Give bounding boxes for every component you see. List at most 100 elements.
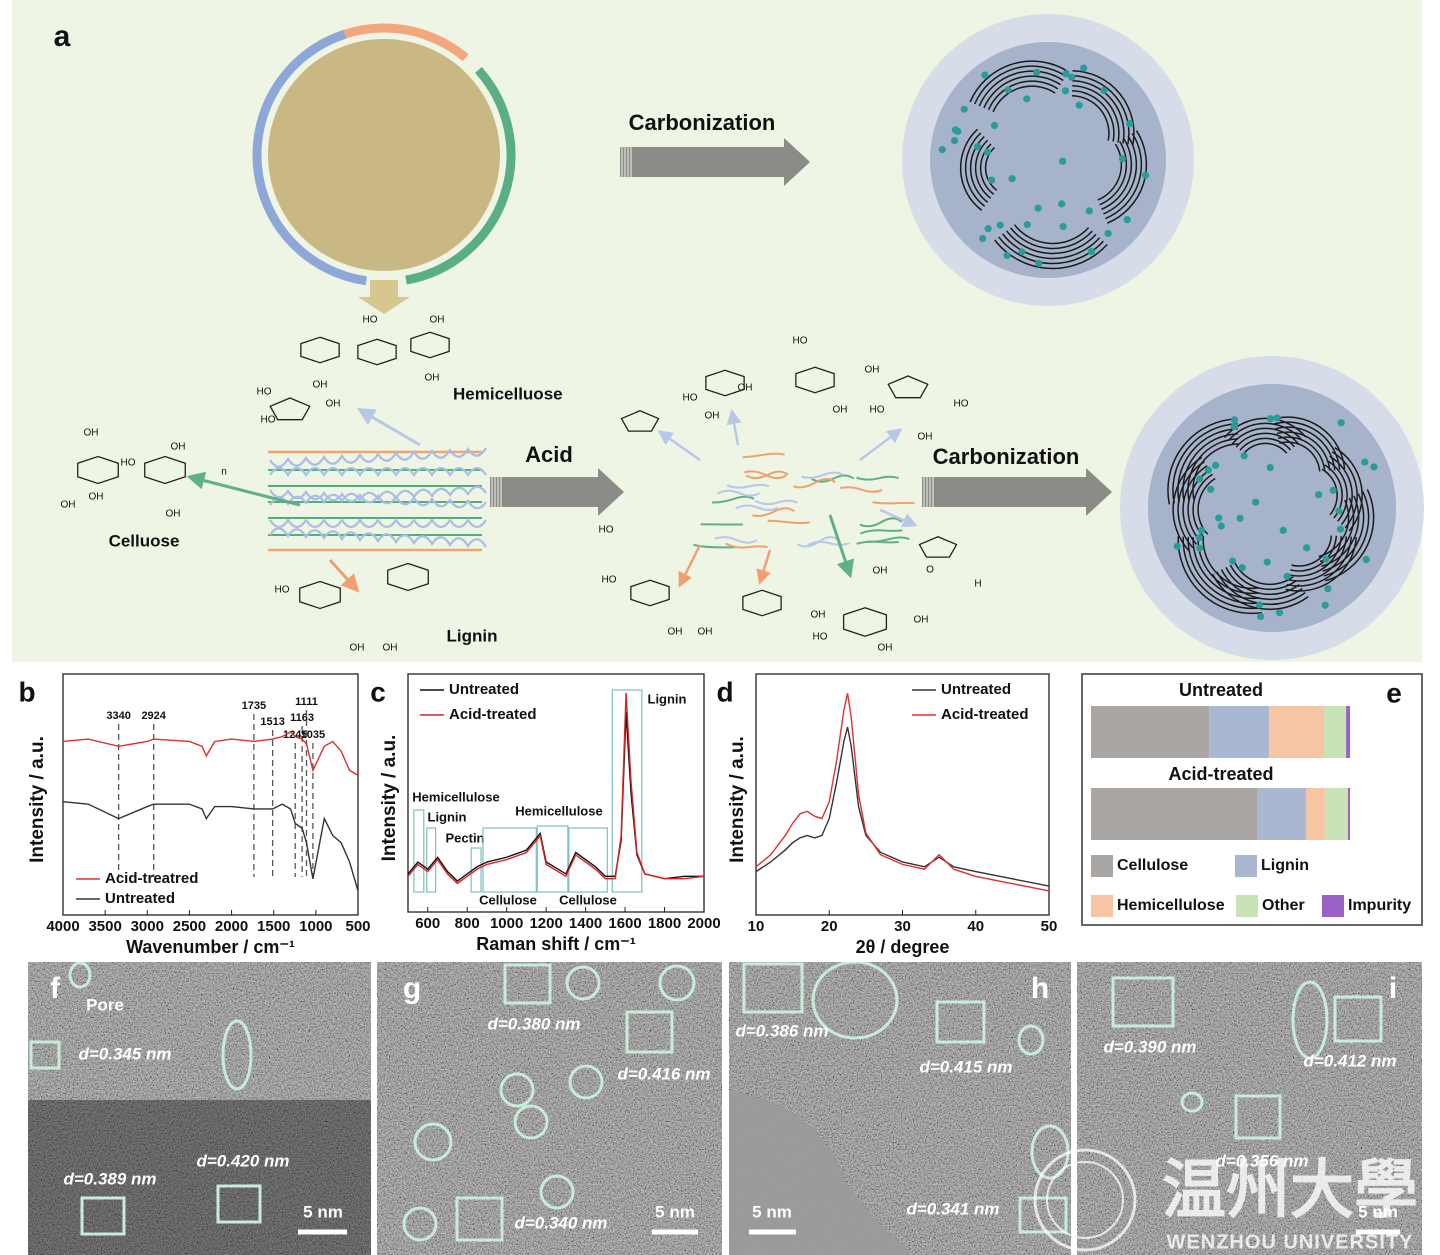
graphite-layer xyxy=(1099,141,1128,206)
graphite-layer xyxy=(1273,421,1341,470)
fragment xyxy=(742,452,785,459)
metal-dot xyxy=(1322,555,1330,563)
metal-dot xyxy=(1335,507,1343,515)
graphite-layer xyxy=(1072,89,1115,142)
graphite-layer xyxy=(1326,460,1348,522)
metal-dot xyxy=(1068,73,1076,81)
metal-dot xyxy=(1370,463,1378,471)
x-tick-label: 800 xyxy=(455,915,480,932)
graphite-layer xyxy=(1272,416,1346,470)
tem-image: g d=0.380 nm d=0.416 nm d=0.340 nm 5 nm xyxy=(377,962,722,1255)
tem-texture xyxy=(28,962,371,1255)
metal-dot xyxy=(950,137,959,145)
watermark-seal xyxy=(1046,1161,1124,1239)
atom-label: OH xyxy=(698,627,713,638)
metal-dot xyxy=(1255,601,1264,609)
metal-dot xyxy=(1100,86,1108,95)
bar-segment xyxy=(1257,788,1306,840)
graphite-layer xyxy=(1097,143,1123,201)
graphite-layer xyxy=(1277,436,1326,472)
tem-label: d=0.415 nm xyxy=(919,1057,1012,1076)
pore-outline xyxy=(811,962,899,1040)
metal-dot xyxy=(1104,229,1112,238)
category-label: Acid-treated xyxy=(1168,764,1273,784)
x-tick-label: 1000 xyxy=(299,918,332,935)
peak-label: 1111 xyxy=(295,696,318,708)
metal-dot xyxy=(1256,612,1265,621)
pore-outline xyxy=(68,962,92,989)
fragment xyxy=(744,470,787,480)
graphite-layer xyxy=(1013,224,1090,245)
metal-dot xyxy=(1236,514,1244,522)
tem-label: d=0.341 nm xyxy=(906,1199,999,1218)
x-tick-label: 3000 xyxy=(131,918,164,935)
region-label: Cellulose xyxy=(479,892,537,907)
molecule-ring xyxy=(77,455,119,485)
molecule-ring xyxy=(918,536,958,558)
peak-label: 2924 xyxy=(141,710,166,722)
metal-dot xyxy=(1275,609,1284,617)
pore-outline xyxy=(221,1019,253,1091)
region-label: Hemicellulose xyxy=(412,789,499,804)
metal-dot xyxy=(1123,215,1131,224)
metal-dot xyxy=(1087,247,1096,256)
label: Hemicelluose xyxy=(453,384,563,403)
metal-dot xyxy=(1196,544,1204,552)
molecule-ring xyxy=(887,375,929,399)
legend-swatch xyxy=(1235,855,1257,877)
metal-dot xyxy=(1018,248,1026,256)
metal-dot xyxy=(990,121,999,130)
atom-label: HO xyxy=(954,399,969,410)
plot-frame xyxy=(407,673,705,913)
metal-dot xyxy=(973,143,982,151)
graphite-layer xyxy=(1072,84,1120,143)
peak-label: 1035 xyxy=(301,729,325,741)
graphite-layer xyxy=(1187,438,1239,501)
legend-label: Untreated xyxy=(449,681,519,698)
legend-label: Acid-treated xyxy=(449,706,537,723)
arrow xyxy=(620,138,810,186)
region-box xyxy=(568,827,608,893)
molecule-ring xyxy=(387,562,429,592)
graphite-layer xyxy=(1002,233,1101,260)
atom-label: HO xyxy=(599,525,614,536)
panel-letter: g xyxy=(403,972,421,1005)
region-box xyxy=(611,689,643,893)
legend-label: Untreated xyxy=(105,890,175,907)
graphite-layer xyxy=(1106,130,1148,224)
metal-dot xyxy=(1058,200,1066,208)
bar-segment xyxy=(1269,706,1325,758)
data-line xyxy=(755,693,1050,892)
graphite-layer xyxy=(1072,74,1130,145)
label: Acid xyxy=(525,442,573,467)
x-tick-label: 2000 xyxy=(215,918,248,935)
watermark-seal xyxy=(1033,1148,1137,1252)
peak-label: 3340 xyxy=(106,710,130,722)
atom-label: OH xyxy=(833,405,848,416)
metal-dot xyxy=(1008,175,1016,183)
graphite-layer xyxy=(1182,465,1208,545)
graphite-layer xyxy=(1177,536,1263,615)
atom-label: OH xyxy=(350,643,365,654)
x-axis-label: Raman shift / cm⁻¹ xyxy=(476,934,636,954)
graphite-layer xyxy=(1329,455,1353,525)
data-line xyxy=(62,730,359,776)
legend-label: Lignin xyxy=(1261,857,1309,874)
plot-frame xyxy=(755,673,1050,916)
atom-label: OH xyxy=(918,432,933,443)
bar-segment xyxy=(1324,706,1347,758)
lattice-box xyxy=(1234,1094,1282,1140)
x-tick-label: 2000 xyxy=(687,915,720,932)
peak-label: 1163 xyxy=(290,712,314,724)
data-line xyxy=(407,693,705,885)
pore-outline xyxy=(539,1174,575,1210)
metal-dot xyxy=(1266,415,1275,423)
metal-dot xyxy=(1197,526,1206,535)
atom-label: OH xyxy=(425,373,440,384)
metal-dot xyxy=(1023,220,1031,229)
powder-ring xyxy=(405,67,516,285)
panel-letter: b xyxy=(18,676,35,707)
lattice-box xyxy=(1333,995,1383,1043)
graphite-layer xyxy=(1243,442,1288,454)
